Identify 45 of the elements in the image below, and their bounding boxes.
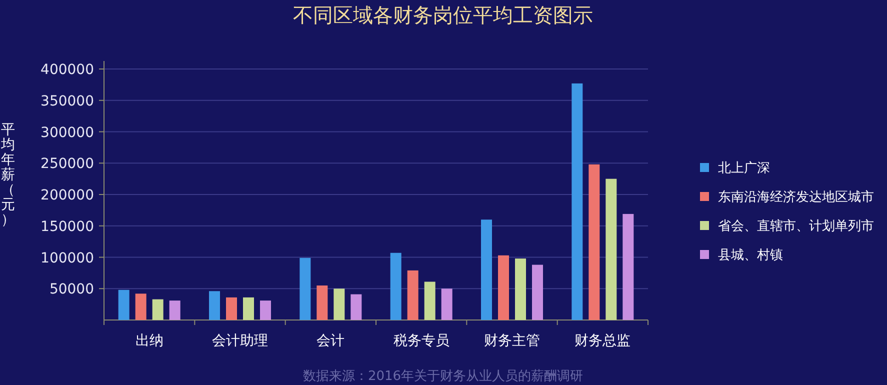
- bar: [407, 270, 418, 320]
- x-tick-label: 会计: [316, 333, 345, 349]
- bar: [152, 299, 164, 320]
- y-tick-label: 400000: [40, 62, 94, 78]
- chart-title: 不同区域各财务岗位平均工资图示: [293, 3, 593, 27]
- bar: [572, 83, 583, 320]
- bar: [515, 258, 526, 320]
- bar: [481, 220, 492, 320]
- y-tick-label: 150000: [40, 218, 94, 235]
- bar: [498, 255, 509, 320]
- bar: [424, 282, 436, 320]
- y-tick-label: 300000: [40, 124, 94, 141]
- bar: [622, 214, 634, 320]
- bar: [350, 294, 362, 320]
- bar: [209, 291, 220, 320]
- bar: [532, 264, 543, 320]
- bar: [441, 288, 452, 320]
- legend-label: 县城、村镇: [718, 248, 783, 263]
- x-tick-label: 财务总监: [574, 333, 631, 349]
- bar: [390, 252, 402, 320]
- x-tick-label: 出纳: [135, 333, 164, 349]
- y-tick-label: 50000: [49, 282, 94, 298]
- bar: [135, 294, 146, 320]
- bar: [260, 300, 271, 320]
- bar: [334, 288, 345, 320]
- x-tick-label: 会计助理: [212, 333, 268, 349]
- bar: [606, 178, 617, 320]
- legend-label: 省会、直辖市、计划单列市: [718, 219, 874, 234]
- legend-label: 北上广深: [718, 161, 770, 176]
- bar: [300, 258, 311, 320]
- bar: [588, 164, 600, 320]
- y-axis-title: 平均年薪（元）: [0, 122, 15, 228]
- source-note: 数据来源：2016年关于财务从业人员的薪酬调研: [302, 369, 584, 384]
- y-tick-label: 200000: [40, 188, 94, 204]
- legend-label: 东南沿海经济发达地区城市: [718, 190, 874, 205]
- x-tick-label: 税务专员: [393, 333, 450, 349]
- bar: [169, 300, 180, 320]
- bar: [243, 297, 254, 320]
- bar: [226, 297, 237, 320]
- y-tick-label: 100000: [40, 250, 94, 266]
- x-tick-label: 财务主管: [484, 333, 540, 349]
- bar: [316, 285, 328, 320]
- y-tick-label: 350000: [40, 93, 94, 110]
- y-tick-label: 250000: [40, 156, 94, 172]
- bar: [118, 290, 130, 320]
